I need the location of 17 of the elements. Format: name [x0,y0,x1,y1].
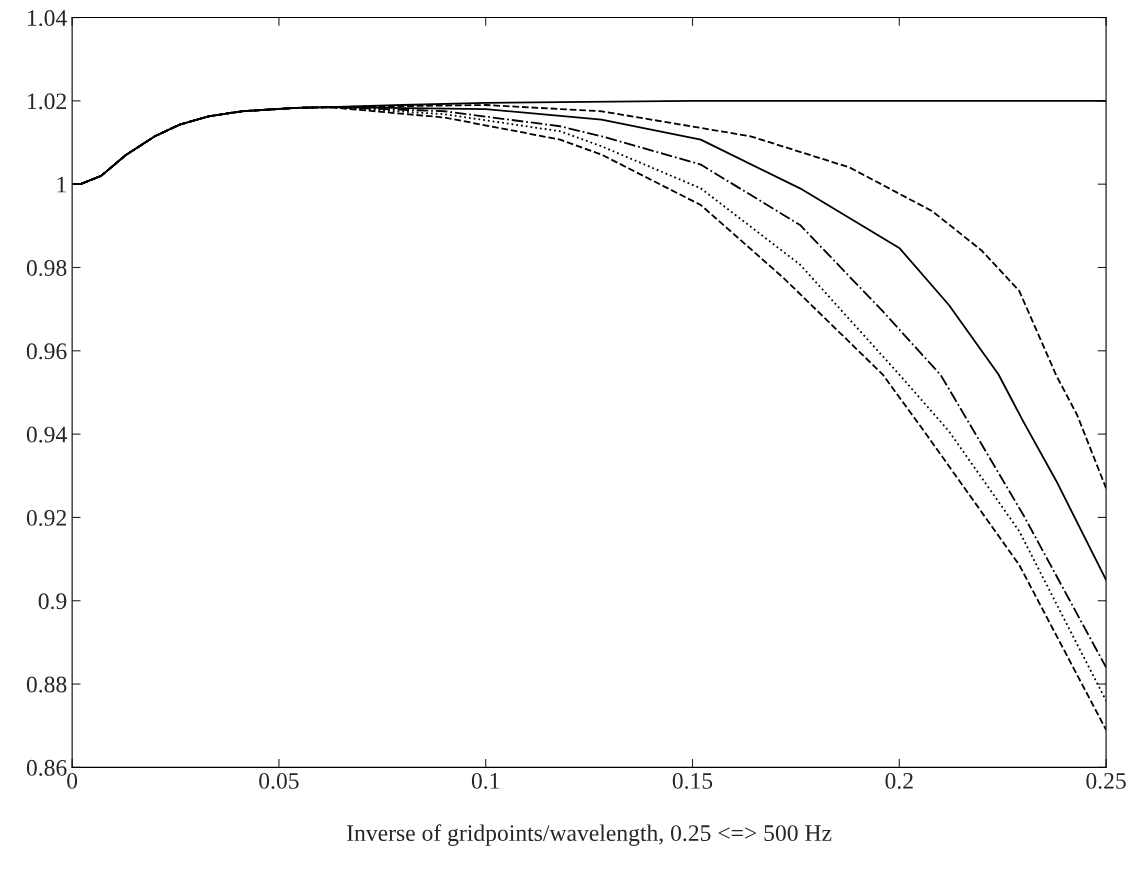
y-tick-label: 1.02 [28,93,66,110]
y-tick-label: 0.88 [26,676,67,693]
x-axis-title: Inverse of gridpoints/wavelength, 0.25 <=> 500 Hz [347,824,832,846]
y-tick-label: 0.94 [26,426,67,443]
y-tick-label: 1 [57,176,66,193]
y-tick-label: 1.04 [28,10,67,27]
y-tick-label: 0.98 [26,259,67,277]
x-tick-label: 0.1 [471,772,500,789]
x-tick-label: 0 [67,772,78,789]
y-tick-label: 0.86 [26,759,67,776]
y-tick-label: 0.96 [26,343,67,360]
x-tick-label: 0.2 [885,772,913,789]
y-tick-label: 0.92 [26,509,66,526]
y-tick-label: 0.9 [38,593,67,610]
x-tick-label: 0.15 [672,772,713,789]
x-tick-label: 0.25 [1086,772,1126,789]
x-tick-label: 0.05 [259,772,299,789]
